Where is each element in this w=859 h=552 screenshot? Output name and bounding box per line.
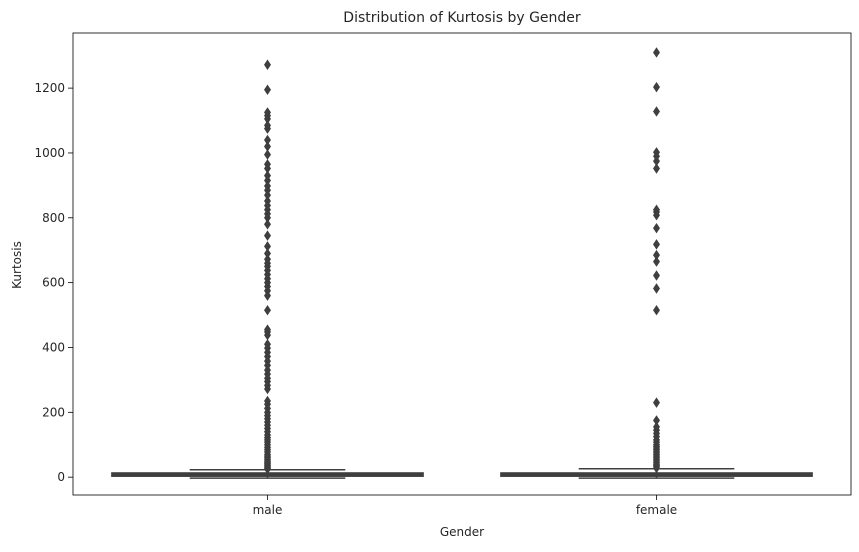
outlier-point bbox=[264, 395, 271, 407]
outlier-point bbox=[653, 147, 660, 158]
outlier-point bbox=[264, 248, 271, 259]
x-tick-label: male bbox=[253, 503, 283, 517]
outlier-point bbox=[264, 219, 271, 230]
chart-title: Distribution of Kurtosis by Gender bbox=[343, 10, 581, 26]
y-tick-label: 800 bbox=[42, 211, 65, 225]
y-tick-label: 600 bbox=[42, 276, 65, 290]
outlier-point bbox=[653, 81, 660, 93]
x-axis-label: Gender bbox=[440, 525, 484, 539]
plot-area: 0 200 400 600 800 1000 1200 male female bbox=[34, 32, 852, 517]
y-tick-label: 0 bbox=[57, 470, 65, 484]
outlier-point bbox=[264, 304, 271, 316]
outlier-point bbox=[653, 304, 660, 316]
outlier-point bbox=[653, 270, 660, 281]
outlier-point bbox=[264, 159, 271, 170]
outlier-point bbox=[653, 249, 660, 261]
outlier-point bbox=[653, 204, 660, 215]
y-axis-label: Kurtosis bbox=[10, 241, 24, 289]
outlier-point bbox=[653, 239, 660, 250]
outlier-point bbox=[653, 222, 660, 234]
outlier-point bbox=[264, 84, 271, 95]
outlier-point bbox=[264, 254, 271, 265]
outlier-point bbox=[264, 339, 271, 350]
outlier-point bbox=[653, 106, 660, 117]
outlier-point bbox=[653, 415, 660, 426]
outlier-point bbox=[653, 163, 660, 174]
y-tick-label: 400 bbox=[42, 340, 65, 354]
outlier-point bbox=[264, 141, 271, 152]
outlier-point bbox=[264, 149, 271, 160]
outlier-point bbox=[653, 421, 660, 433]
outlier-point bbox=[653, 283, 660, 294]
outlier-point bbox=[264, 230, 271, 241]
y-tick-label: 200 bbox=[42, 405, 65, 419]
outlier-point bbox=[264, 107, 271, 118]
y-tick-label: 1000 bbox=[34, 146, 65, 160]
outlier-point bbox=[264, 324, 271, 335]
y-tick-label: 1200 bbox=[34, 81, 65, 95]
axes-frame bbox=[72, 32, 852, 496]
outlier-point bbox=[264, 120, 271, 131]
outlier-point bbox=[264, 59, 271, 70]
outlier-point bbox=[653, 47, 660, 58]
outlier-point bbox=[264, 180, 271, 192]
x-tick-label: female bbox=[636, 503, 677, 517]
outlier-point bbox=[264, 195, 271, 207]
outlier-point bbox=[264, 241, 271, 252]
outlier-point bbox=[264, 170, 271, 181]
outlier-point bbox=[264, 134, 271, 146]
outlier-point bbox=[653, 256, 660, 267]
outlier-point bbox=[653, 397, 660, 408]
